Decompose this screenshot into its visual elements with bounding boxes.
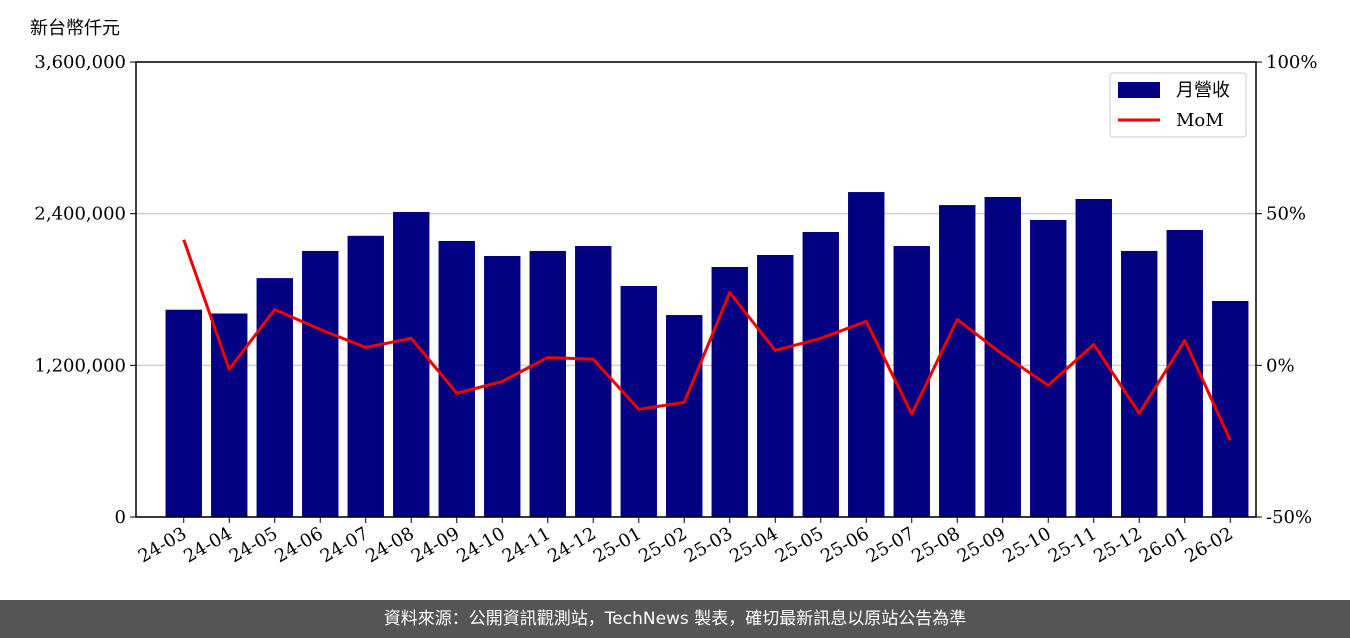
bar (302, 250, 339, 517)
x-tick-label: 25-02 (635, 523, 690, 567)
x-tick-label: 24-10 (453, 523, 508, 567)
x-tick-label: 25-05 (772, 523, 827, 567)
bar (893, 246, 930, 517)
bar (484, 256, 521, 517)
y-tick-label: 2,400,000 (34, 204, 126, 225)
y2-tick-label: 100% (1266, 52, 1317, 73)
bar (802, 231, 839, 518)
bar (347, 235, 384, 517)
bar (393, 212, 430, 517)
y2-tick-label: 0% (1266, 355, 1295, 376)
x-tick-label: 25-03 (681, 523, 736, 567)
y-tick-label: 1,200,000 (34, 355, 126, 376)
bar (1121, 250, 1158, 517)
bar (1075, 199, 1112, 517)
x-tick-label: 25-11 (1045, 523, 1100, 567)
x-tick-label: 25-07 (863, 523, 918, 567)
y-tick-label: 3,600,000 (34, 52, 126, 73)
x-tick-label: 24-05 (226, 523, 281, 567)
x-tick-label: 25-09 (954, 523, 1009, 567)
bar (529, 250, 566, 517)
y-tick-label: 0 (115, 507, 126, 528)
line (182, 239, 1232, 441)
x-tick-label: 25-08 (908, 523, 963, 567)
x-tick-label: 24-12 (544, 523, 599, 567)
x-tick-label: 26-01 (1136, 523, 1191, 567)
bar (256, 278, 293, 517)
bar (984, 196, 1021, 517)
bar (848, 192, 885, 517)
x-tick-label: 25-01 (590, 523, 645, 567)
x-tick-label: 24-06 (271, 523, 326, 567)
y2-tick-label: 50% (1266, 204, 1306, 225)
bar (575, 246, 612, 517)
legend-swatch (1118, 82, 1160, 98)
x-tick-label: 24-11 (499, 523, 554, 567)
x-tick-label: 24-07 (317, 523, 372, 567)
y2-tick-label: -50% (1266, 507, 1312, 528)
legend-label: 月營收 (1176, 80, 1230, 101)
bar (711, 267, 748, 517)
bar (165, 309, 202, 517)
bar (211, 313, 248, 517)
x-tick-label: 26-02 (1181, 523, 1236, 567)
bar (939, 205, 976, 518)
x-tick-label: 24-09 (408, 523, 463, 567)
bar (757, 254, 794, 517)
footer: 資料來源：公開資訊觀測站，TechNews 製表，確切最新訊息以原站公告為準 (0, 600, 1350, 638)
x-tick-label: 25-10 (999, 523, 1054, 567)
x-tick-label: 24-08 (362, 523, 417, 567)
x-tick-label: 24-03 (135, 523, 190, 567)
x-tick-label: 25-04 (726, 523, 781, 567)
plot-frame (135, 61, 1257, 518)
chart: 新台幣仟元 0 1,200,000 2,400,000 3,600,000 -50% 0%… (30, 18, 1317, 567)
bar (1030, 219, 1067, 517)
y-axis-unit: 新台幣仟元 (30, 18, 120, 39)
x-tick-label: 24-04 (180, 523, 235, 567)
bar (666, 315, 703, 517)
x-tick-label: 25-12 (1090, 523, 1145, 567)
bar (1166, 229, 1203, 518)
bar (1212, 301, 1249, 517)
legend-label: MoM (1176, 110, 1224, 131)
x-tick-label: 25-06 (817, 523, 872, 567)
bar (620, 285, 657, 517)
